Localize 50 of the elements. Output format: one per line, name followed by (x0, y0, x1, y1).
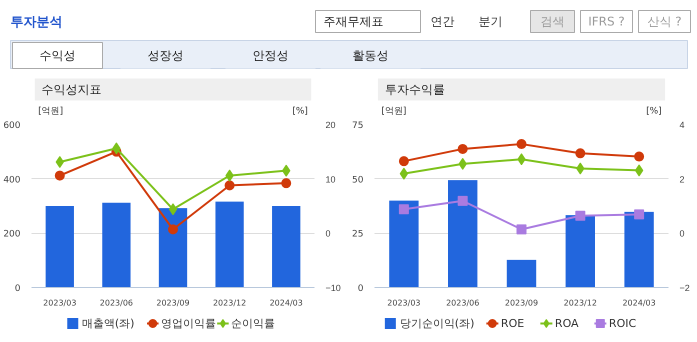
y2-tick-label: 4 (680, 120, 685, 130)
y2-tick-label: −10 (326, 283, 341, 293)
y-tick-label: 600 (3, 121, 21, 131)
y-axis-title: [억원] (381, 106, 406, 116)
y-tick-label: 200 (3, 230, 21, 240)
text: 성장성 (148, 48, 184, 62)
legend-label: 영업이익률 (161, 317, 216, 330)
legend-label: ROIC (608, 317, 636, 330)
x-tick-label: 2023/06 (446, 298, 480, 308)
y-tick-label: 50 (352, 175, 364, 186)
y-tick-label: 25 (352, 230, 364, 240)
text: 연간 (430, 14, 454, 28)
text: 분기 (478, 14, 502, 28)
x-tick-label: 2023/06 (100, 298, 134, 308)
y-tick-label: 400 (3, 175, 21, 186)
text: 주재무제표 (324, 14, 384, 28)
x-tick-label: 2023/12 (564, 298, 597, 308)
y-tick-label: 0 (14, 284, 21, 294)
y2-tick-label: 20 (326, 120, 336, 130)
chart-title: 투자수익률 (384, 82, 445, 96)
y2-axis-title: [%] (292, 106, 308, 116)
x-tick-label: 2024/03 (622, 298, 656, 308)
legend-label: ROA (554, 317, 580, 330)
text: IFRS ? (588, 14, 625, 28)
y-axis-title: [억원] (38, 106, 64, 116)
text: 검색 (540, 14, 564, 28)
legend-label: 당기순이익(좌) (400, 317, 474, 330)
y2-tick-label: 0 (326, 228, 331, 239)
x-tick-label: 2023/09 (504, 298, 538, 308)
text: 안정성 (252, 48, 288, 62)
legend-label: ROE (500, 317, 524, 330)
text: 투자분석 (10, 15, 62, 30)
y2-tick-label: 2 (680, 174, 685, 184)
y2-tick-label: 0 (680, 228, 685, 239)
y2-tick-label: −2 (680, 283, 690, 293)
x-tick-label: 2023/09 (156, 298, 190, 308)
y2-axis-title: [%] (646, 106, 662, 116)
legend-label: 순이익률 (231, 317, 276, 330)
text: 수익성 (40, 48, 76, 62)
chart-title: 수익성지표 (41, 82, 102, 96)
y2-tick-label: 10 (326, 174, 336, 184)
y-tick-label: 0 (358, 284, 364, 294)
y-tick-label: 75 (352, 121, 364, 131)
legend-label: 매출액(좌) (82, 317, 134, 330)
text: 산식 ? (647, 14, 682, 28)
x-tick-label: 2024/03 (270, 298, 303, 308)
x-tick-label: 2023/03 (43, 298, 76, 308)
x-tick-label: 2023/12 (212, 298, 246, 308)
text: 활동성 (352, 48, 388, 62)
x-tick-label: 2023/03 (387, 298, 421, 308)
